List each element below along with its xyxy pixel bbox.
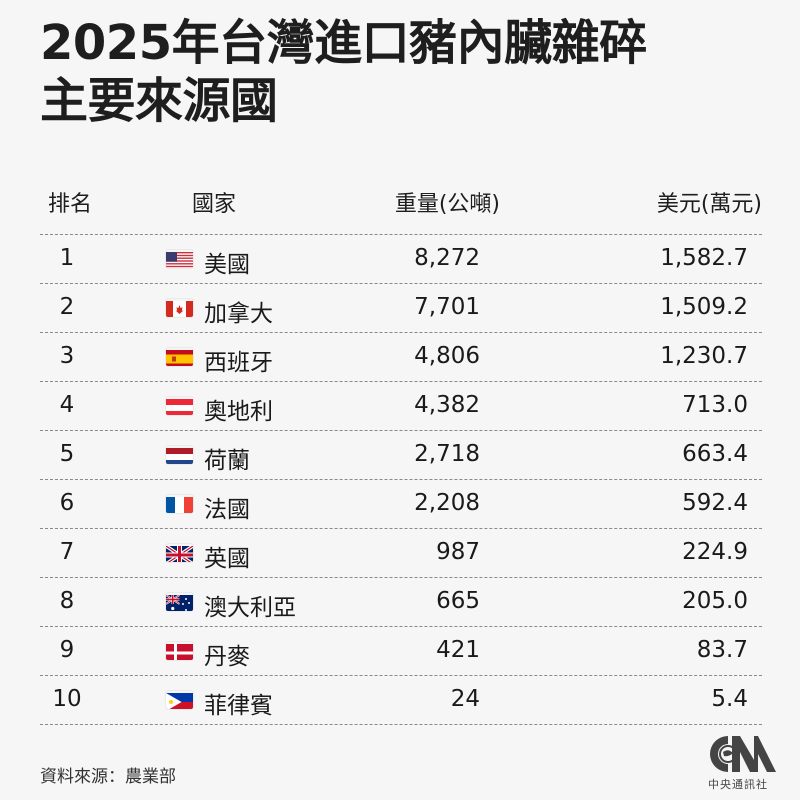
weight-cell: 665 (436, 588, 480, 614)
fr-flag-icon (166, 495, 193, 513)
usd-cell: 1,582.7 (660, 245, 748, 271)
rank-cell: 5 (59, 441, 75, 467)
usd-cell: 205.0 (682, 588, 748, 614)
table-row: 4 奧地利 4,382 713.0 (40, 381, 762, 430)
weight-cell: 421 (436, 637, 480, 663)
country-cell: 荷蘭 (204, 448, 250, 474)
country-cell: 澳大利亞 (204, 595, 296, 621)
title-line-1: 2025年台灣進口豬內臟雜碎 (40, 15, 647, 71)
rank-cell: 4 (59, 392, 75, 418)
data-source: 資料來源：農業部 (40, 767, 176, 787)
weight-cell: 8,272 (414, 245, 480, 271)
header-country: 國家 (192, 192, 237, 217)
header-usd: 美元(萬元) (656, 192, 762, 217)
usd-cell: 83.7 (696, 637, 748, 663)
country-cell: 丹麥 (204, 644, 250, 670)
nl-flag-icon (166, 446, 193, 464)
table-row: 8 澳大利亞 665 205.0 (40, 577, 762, 626)
weight-cell: 4,806 (414, 343, 480, 369)
us-flag-icon (166, 250, 193, 268)
data-table: 1 美國 8,272 1,582.7 2 加拿大 7,701 1,509.2 3 (40, 234, 762, 725)
table-header: 排名 國家 重量(公噸) 美元(萬元) (40, 180, 762, 220)
country-cell: 西班牙 (204, 350, 273, 376)
header-weight: 重量(公噸) (394, 192, 500, 217)
table-row: 7 英國 987 224.9 (40, 528, 762, 577)
country-cell: 法國 (204, 497, 250, 523)
country-cell: 英國 (204, 546, 250, 572)
rank-cell: 8 (59, 588, 75, 614)
table-row: 2 加拿大 7,701 1,509.2 (40, 283, 762, 332)
weight-cell: 7,701 (414, 294, 480, 320)
table-row: 3 西班牙 4,806 1,230.7 (40, 332, 762, 381)
rank-cell: 9 (59, 637, 75, 663)
table-row: 1 美國 8,272 1,582.7 (40, 234, 762, 283)
usd-cell: 5.4 (711, 686, 748, 712)
gb-flag-icon (166, 544, 193, 562)
page-title: 2025年台灣進口豬內臟雜碎 主要來源國 (40, 14, 647, 130)
usd-cell: 224.9 (682, 539, 748, 565)
table-row: 10 菲律賓 24 5.4 (40, 675, 762, 725)
country-cell: 奧地利 (204, 399, 273, 425)
table-row: 5 荷蘭 2,718 663.4 (40, 430, 762, 479)
rank-cell: 10 (52, 686, 82, 712)
title-line-2: 主要來源國 (40, 73, 278, 129)
au-flag-icon (166, 593, 193, 611)
table-row: 6 法國 2,208 592.4 (40, 479, 762, 528)
rank-cell: 2 (59, 294, 75, 320)
usd-cell: 592.4 (682, 490, 748, 516)
rank-cell: 6 (59, 490, 75, 516)
table-row: 9 丹麥 421 83.7 (40, 626, 762, 675)
rank-cell: 7 (59, 539, 75, 565)
rank-cell: 1 (59, 245, 75, 271)
usd-cell: 1,509.2 (660, 294, 748, 320)
country-cell: 菲律賓 (204, 693, 273, 719)
ph-flag-icon (166, 691, 193, 709)
header-rank: 排名 (48, 192, 93, 217)
weight-cell: 2,718 (414, 441, 480, 467)
weight-cell: 4,382 (414, 392, 480, 418)
ca-flag-icon (166, 299, 193, 317)
usd-cell: 663.4 (682, 441, 748, 467)
weight-cell: 24 (450, 686, 480, 712)
cna-logo-text: 中央通訊社 (708, 778, 768, 791)
dk-flag-icon (166, 642, 193, 660)
usd-cell: 713.0 (682, 392, 748, 418)
at-flag-icon (166, 397, 193, 415)
country-cell: 加拿大 (204, 301, 273, 327)
weight-cell: 2,208 (414, 490, 480, 516)
usd-cell: 1,230.7 (660, 343, 748, 369)
weight-cell: 987 (436, 539, 480, 565)
cna-logo-icon (706, 732, 782, 788)
country-cell: 美國 (204, 252, 250, 278)
rank-cell: 3 (59, 343, 75, 369)
es-flag-icon (166, 348, 193, 366)
